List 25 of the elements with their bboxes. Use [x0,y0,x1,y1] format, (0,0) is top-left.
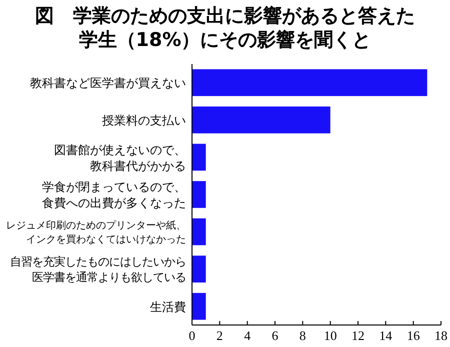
y-tick-label: 自習を充実したものにはしたいから医学書を通常よりも欲している [10,254,186,284]
bar [192,256,206,282]
x-tick-label: 18 [434,328,448,343]
x-tick-label: 8 [299,328,306,343]
bar [192,292,206,320]
bar [192,69,428,96]
y-tick-label: 教科書など医学書が買えない [30,76,186,90]
x-tick-label: 2 [216,328,223,343]
bar [192,144,206,171]
x-tick-label: 4 [244,328,252,343]
x-tick-label: 6 [272,328,279,343]
y-tick-label: 学食が閉まっているので、食費への出費が多くなった [42,180,186,210]
bar [192,106,330,134]
x-tick-label: 16 [406,328,420,343]
y-tick-label: 授業料の支払い [102,113,186,128]
x-tick-label: 12 [352,328,364,343]
x-tick-label: 0 [188,328,196,343]
y-tick-label: 生活費 [150,300,186,314]
chart-title: 図 学業のための支出に影響があると答えた学生（18%）にその影響を聞くと [35,5,415,51]
y-tick-label: 図書館が使えないので、教科書代がかかる [54,142,186,173]
y-tick-label: レジュメ印刷のためのプリンターや紙、インクを買わなくてはいけなかった [6,220,186,246]
x-tick-label: 10 [324,328,337,343]
x-tick-label: 14 [379,328,393,343]
bar [192,218,206,246]
bar [192,181,206,208]
